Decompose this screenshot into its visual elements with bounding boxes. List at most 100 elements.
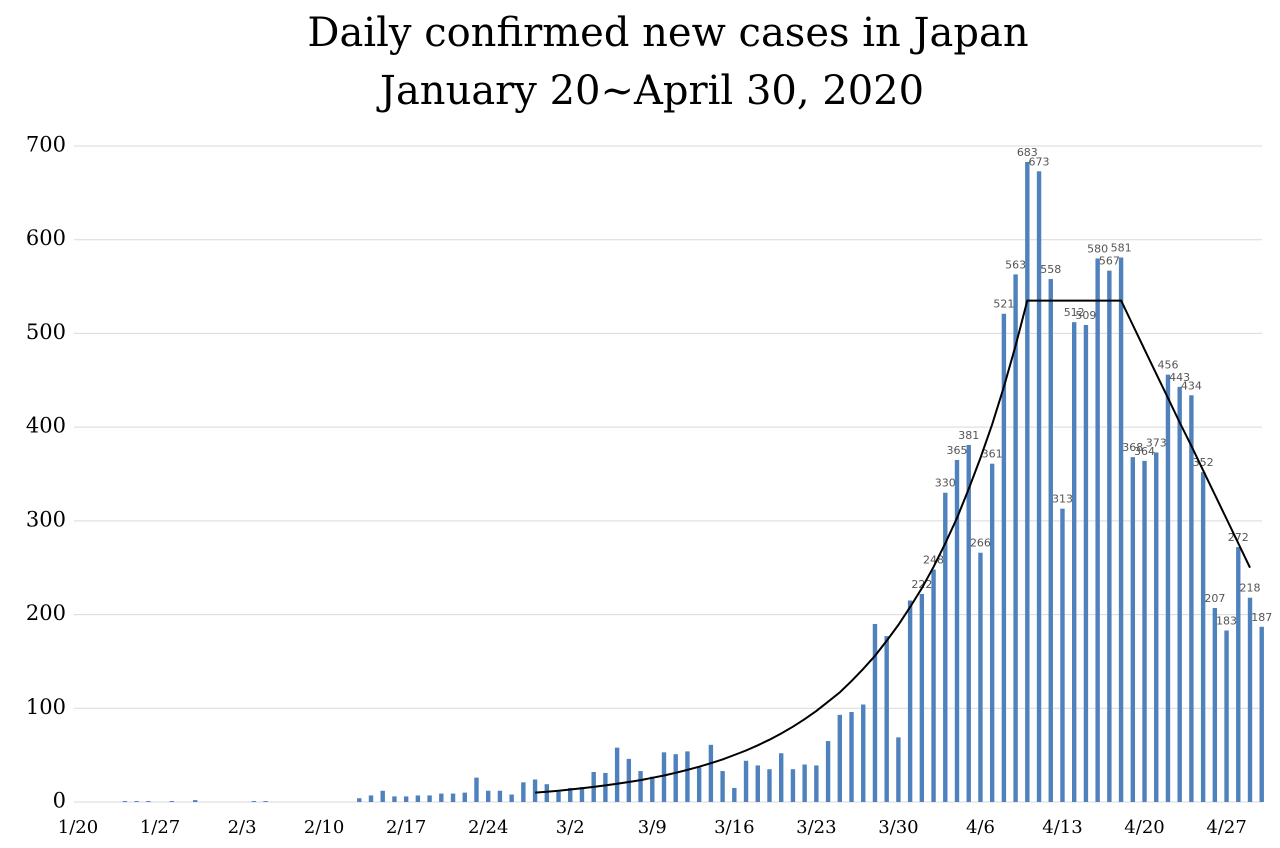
bar xyxy=(1025,161,1030,803)
bar xyxy=(732,787,737,802)
bar xyxy=(427,795,432,802)
bar xyxy=(696,767,702,802)
bar xyxy=(263,801,268,802)
bar xyxy=(614,747,620,802)
bar xyxy=(146,801,151,802)
x-tick-label: 3/30 xyxy=(878,817,918,838)
bar xyxy=(708,744,714,802)
value-label: 365 xyxy=(947,444,968,457)
bar xyxy=(790,769,796,802)
bar xyxy=(403,796,409,802)
y-tick-label: 300 xyxy=(26,507,66,531)
bar xyxy=(1177,386,1182,802)
bar xyxy=(134,801,139,802)
bar xyxy=(1072,322,1077,802)
x-tick-label: 2/17 xyxy=(386,817,426,838)
bar xyxy=(193,800,198,802)
bar xyxy=(1095,258,1100,802)
bar xyxy=(1259,626,1264,802)
bar xyxy=(978,552,983,802)
y-tick-label: 200 xyxy=(26,601,66,625)
bar xyxy=(626,758,632,802)
value-label: 207 xyxy=(1204,592,1225,605)
bar xyxy=(251,801,256,802)
bar xyxy=(450,793,456,802)
value-label: 558 xyxy=(1040,263,1061,276)
bar xyxy=(779,753,784,802)
bar xyxy=(931,569,936,802)
bar xyxy=(673,754,678,802)
bar xyxy=(1083,324,1089,802)
value-label: 581 xyxy=(1111,242,1132,255)
bar xyxy=(650,776,655,802)
bar xyxy=(954,459,960,802)
x-tick-label: 3/9 xyxy=(638,817,667,838)
value-label: 683 xyxy=(1017,146,1038,159)
bar xyxy=(919,593,925,802)
bar xyxy=(497,790,503,802)
bar xyxy=(743,760,749,802)
bar xyxy=(1036,171,1042,802)
bar xyxy=(556,791,561,802)
value-label: 567 xyxy=(1099,255,1120,268)
bar xyxy=(474,777,479,802)
chart-subtitle: January 20~April 30, 2020 xyxy=(376,68,924,114)
x-tick-label: 3/23 xyxy=(796,817,836,838)
x-tick-label: 2/10 xyxy=(304,817,344,838)
y-tick-label: 400 xyxy=(26,414,66,438)
bar xyxy=(755,765,760,802)
value-label: 313 xyxy=(1052,493,1073,506)
bar xyxy=(1212,608,1218,802)
value-label: 373 xyxy=(1146,436,1167,449)
x-tick-label: 1/20 xyxy=(58,817,98,838)
x-tick-label: 4/6 xyxy=(966,817,995,838)
bar xyxy=(415,795,421,802)
bar xyxy=(392,796,397,802)
bar xyxy=(720,771,725,802)
bar xyxy=(1107,270,1112,802)
bar xyxy=(380,790,385,802)
bar xyxy=(802,764,807,802)
value-label: 434 xyxy=(1181,379,1202,392)
x-tick-label: 3/16 xyxy=(714,817,754,838)
value-label: 512 xyxy=(1064,306,1085,319)
value-label: 580 xyxy=(1087,242,1108,255)
bar xyxy=(1247,597,1253,802)
y-tick-label: 0 xyxy=(53,789,66,813)
bar xyxy=(661,752,667,802)
y-tick-label: 600 xyxy=(26,226,66,250)
bar xyxy=(357,798,362,802)
value-label: 187 xyxy=(1251,611,1272,624)
bar xyxy=(169,801,174,802)
value-label: 364 xyxy=(1134,445,1155,458)
bar xyxy=(1154,452,1159,802)
bar xyxy=(1048,279,1053,802)
bar xyxy=(884,636,889,802)
y-tick-label: 700 xyxy=(26,133,66,157)
bar xyxy=(509,794,514,802)
bar xyxy=(638,771,643,802)
chart-title: Daily confirmed new cases in Japan xyxy=(307,10,1028,56)
value-label: 381 xyxy=(958,429,979,442)
bar xyxy=(439,793,444,802)
bar xyxy=(1224,630,1229,802)
bar xyxy=(966,444,971,802)
bar xyxy=(861,704,866,802)
trend-line xyxy=(535,299,1251,794)
bar xyxy=(603,772,608,802)
x-tick-label: 4/20 xyxy=(1124,817,1164,838)
value-label: 673 xyxy=(1029,155,1050,168)
bar xyxy=(1013,274,1018,803)
bar xyxy=(989,463,995,802)
value-label: 222 xyxy=(911,578,932,591)
y-tick-label: 100 xyxy=(26,695,66,719)
bar xyxy=(1189,395,1194,802)
x-tick-label: 4/13 xyxy=(1042,817,1082,838)
bar xyxy=(896,737,901,802)
bar xyxy=(521,782,526,802)
x-tick-label: 2/3 xyxy=(228,817,257,838)
bar xyxy=(1142,460,1147,802)
bar xyxy=(568,787,573,802)
